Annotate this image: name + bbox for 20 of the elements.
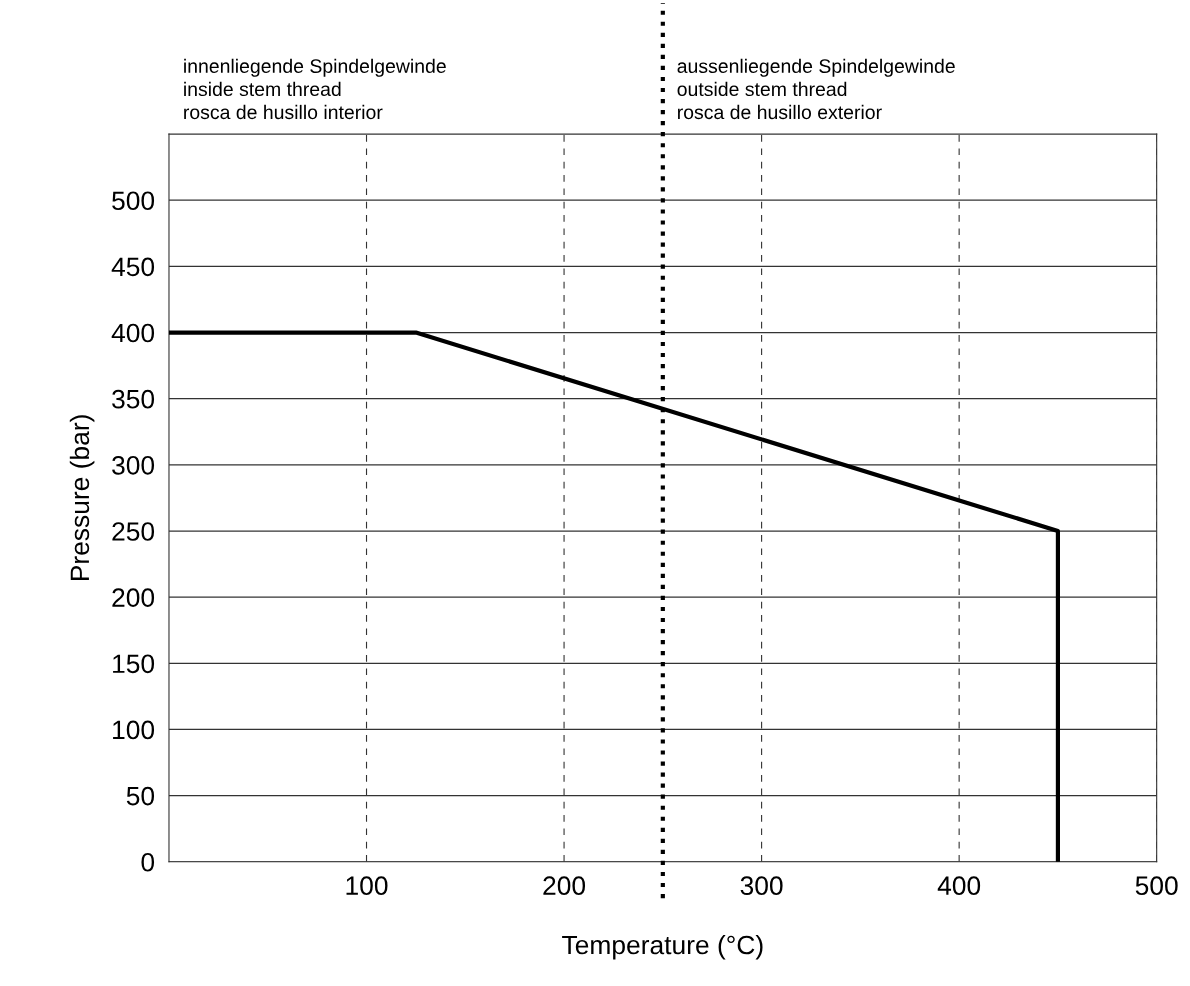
y-tick-label: 50 [126,786,155,806]
y-tick-label: 100 [113,720,155,740]
y-tick-label: 400 [111,323,155,343]
x-tick-label: 100 [346,876,388,896]
x-tick-label: 500 [1135,876,1178,896]
x-axis-title: Temperature (°C) [562,934,763,960]
y-tick-label: 200 [112,588,155,607]
y-tick-label: 0 [141,852,155,872]
y-tick-label: 300 [112,455,155,475]
y-tick-label: 350 [112,389,155,409]
y-tick-label: 150 [113,654,155,674]
x-tick-label: 200 [543,876,586,896]
x-tick-label: 400 [937,876,981,896]
y-tick-label: 450 [111,257,155,277]
y-tick-label: 500 [112,191,155,211]
y-tick-label: 250 [112,522,155,541]
x-tick-label: 300 [740,876,783,896]
y-axis-title: Pressure (bar) [69,415,95,581]
text: innenliegende Spindelgewinde inside stem thread rosca de husillo interior [184,58,446,120]
text: aussenliegende Spindelgewinde outside stem thread rosca de husillo exterior [677,58,955,120]
